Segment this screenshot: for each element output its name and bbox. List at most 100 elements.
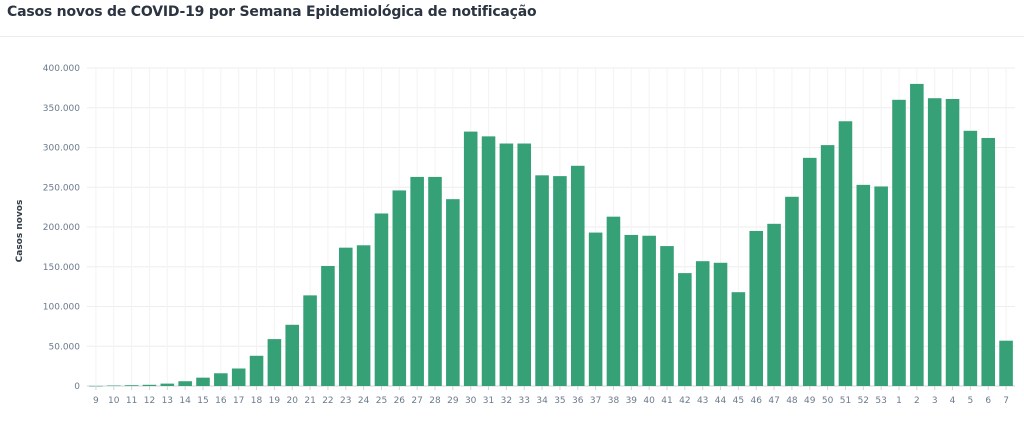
- x-tick-label: 24: [358, 396, 370, 406]
- x-tick-label: 49: [804, 396, 816, 406]
- x-tick-label: 39: [626, 396, 638, 406]
- y-tick-label: 250.000: [43, 183, 80, 193]
- bar[interactable]: [678, 273, 692, 386]
- y-axis-label: Casos novos: [15, 200, 25, 263]
- x-tick-label: 13: [162, 396, 173, 406]
- bar[interactable]: [874, 186, 888, 386]
- x-tick-label: 35: [554, 396, 565, 406]
- bar[interactable]: [374, 213, 389, 386]
- x-tick-label: 34: [536, 396, 548, 406]
- bar[interactable]: [196, 377, 210, 386]
- bar[interactable]: [249, 355, 264, 386]
- bar[interactable]: [927, 98, 942, 387]
- x-axis-ticks: 9 10 11 12 13 14 15 16 17 18 19 20 21 22 23 24 25 26 27 28 2…: [93, 386, 1009, 406]
- x-tick-label: 10: [108, 396, 120, 406]
- bar[interactable]: [160, 383, 175, 386]
- x-tick-label: 4: [950, 396, 956, 406]
- bar[interactable]: [124, 385, 139, 386]
- bar[interactable]: [356, 245, 371, 386]
- bar[interactable]: [963, 130, 978, 386]
- bar[interactable]: [749, 230, 764, 386]
- bar[interactable]: [338, 247, 353, 386]
- bar[interactable]: [285, 324, 300, 386]
- x-tick-label: 43: [697, 396, 708, 406]
- y-tick-label: 400.000: [43, 64, 80, 74]
- bar[interactable]: [106, 385, 121, 387]
- y-tick-label: 300.000: [43, 144, 80, 154]
- bar[interactable]: [410, 176, 424, 386]
- bar[interactable]: [231, 368, 246, 386]
- bar[interactable]: [428, 176, 442, 386]
- x-tick-label: 17: [233, 396, 244, 406]
- x-tick-label: 11: [126, 396, 137, 406]
- x-tick-label: 20: [287, 396, 299, 406]
- bar[interactable]: [142, 384, 157, 386]
- bar[interactable]: [785, 196, 799, 386]
- bar[interactable]: [499, 143, 514, 386]
- x-tick-label: 6: [985, 396, 991, 406]
- x-tick-label: 46: [751, 396, 763, 406]
- bar[interactable]: [588, 232, 603, 386]
- x-tick-label: 50: [822, 396, 834, 406]
- bar[interactable]: [392, 190, 407, 386]
- x-tick-label: 52: [858, 396, 869, 406]
- bar[interactable]: [303, 295, 317, 386]
- x-tick-label: 21: [304, 396, 315, 406]
- x-tick-label: 32: [501, 396, 512, 406]
- bar[interactable]: [713, 262, 728, 386]
- x-tick-label: 42: [679, 396, 690, 406]
- bar[interactable]: [695, 261, 710, 386]
- x-tick-label: 16: [215, 396, 227, 406]
- x-tick-label: 48: [786, 396, 798, 406]
- bar[interactable]: [838, 121, 853, 386]
- bar[interactable]: [642, 235, 656, 386]
- bar[interactable]: [999, 340, 1013, 386]
- y-tick-label: 150.000: [43, 263, 80, 273]
- bar[interactable]: [178, 381, 192, 386]
- bar[interactable]: [606, 216, 621, 386]
- y-tick-label: 50.000: [49, 342, 81, 352]
- x-tick-label: 33: [519, 396, 530, 406]
- bar[interactable]: [820, 145, 835, 386]
- x-tick-label: 51: [840, 396, 851, 406]
- bar[interactable]: [214, 373, 228, 386]
- x-tick-label: 25: [376, 396, 387, 406]
- bar[interactable]: [892, 99, 906, 387]
- y-axis-ticks: 0 50.000 100.000 150.000 200.000 250.000 300.0…: [43, 64, 80, 392]
- x-tick-label: 18: [251, 396, 263, 406]
- x-tick-label: 30: [465, 396, 477, 406]
- x-tick-label: 14: [179, 396, 191, 406]
- bar[interactable]: [267, 339, 282, 386]
- bar[interactable]: [945, 99, 960, 386]
- x-tick-label: 29: [447, 396, 459, 406]
- bar[interactable]: [321, 265, 335, 386]
- bar[interactable]: [910, 83, 924, 387]
- x-tick-label: 45: [733, 396, 744, 406]
- bar[interactable]: [856, 184, 871, 386]
- bar[interactable]: [535, 175, 549, 386]
- x-tick-label: 40: [643, 396, 655, 406]
- y-tick-label: 350.000: [43, 104, 80, 114]
- x-tick-label: 44: [715, 396, 727, 406]
- bar[interactable]: [446, 199, 460, 386]
- x-tick-label: 22: [322, 396, 333, 406]
- title-divider: [0, 36, 1024, 37]
- bar[interactable]: [624, 234, 639, 386]
- x-tick-label: 15: [197, 396, 208, 406]
- bar[interactable]: [767, 223, 781, 386]
- bar[interactable]: [802, 157, 817, 386]
- x-tick-label: 1: [896, 396, 902, 406]
- bar[interactable]: [731, 292, 746, 386]
- bar[interactable]: [463, 131, 478, 386]
- x-tick-label: 28: [429, 396, 441, 406]
- bar[interactable]: [553, 176, 567, 386]
- bar[interactable]: [660, 246, 674, 386]
- x-tick-label: 31: [483, 396, 494, 406]
- bar[interactable]: [570, 165, 585, 386]
- bar[interactable]: [517, 143, 532, 386]
- x-tick-label: 47: [768, 396, 779, 406]
- bar[interactable]: [481, 136, 496, 386]
- x-tick-label: 36: [572, 396, 584, 406]
- bar[interactable]: [981, 137, 996, 386]
